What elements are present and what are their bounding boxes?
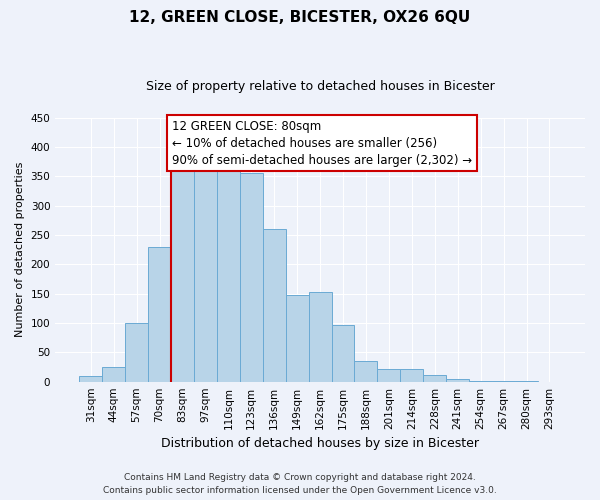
Bar xyxy=(446,380,469,382)
Bar xyxy=(308,292,332,382)
Bar xyxy=(515,380,538,382)
Bar xyxy=(194,164,217,382)
Text: 12 GREEN CLOSE: 80sqm
← 10% of detached houses are smaller (256)
90% of semi-det: 12 GREEN CLOSE: 80sqm ← 10% of detached … xyxy=(172,120,472,166)
Y-axis label: Number of detached properties: Number of detached properties xyxy=(15,162,25,338)
Title: Size of property relative to detached houses in Bicester: Size of property relative to detached ho… xyxy=(146,80,494,93)
Bar xyxy=(377,369,400,382)
Bar xyxy=(240,174,263,382)
Bar xyxy=(263,229,286,382)
Bar xyxy=(332,325,355,382)
X-axis label: Distribution of detached houses by size in Bicester: Distribution of detached houses by size … xyxy=(161,437,479,450)
Bar xyxy=(355,361,377,382)
Bar xyxy=(79,376,102,382)
Bar xyxy=(286,295,308,382)
Bar xyxy=(423,375,446,382)
Bar xyxy=(102,367,125,382)
Bar xyxy=(492,380,515,382)
Bar xyxy=(125,323,148,382)
Bar xyxy=(217,162,240,382)
Bar xyxy=(171,168,194,382)
Text: Contains HM Land Registry data © Crown copyright and database right 2024.
Contai: Contains HM Land Registry data © Crown c… xyxy=(103,474,497,495)
Bar xyxy=(469,380,492,382)
Bar xyxy=(400,369,423,382)
Text: 12, GREEN CLOSE, BICESTER, OX26 6QU: 12, GREEN CLOSE, BICESTER, OX26 6QU xyxy=(130,10,470,25)
Bar xyxy=(148,247,171,382)
